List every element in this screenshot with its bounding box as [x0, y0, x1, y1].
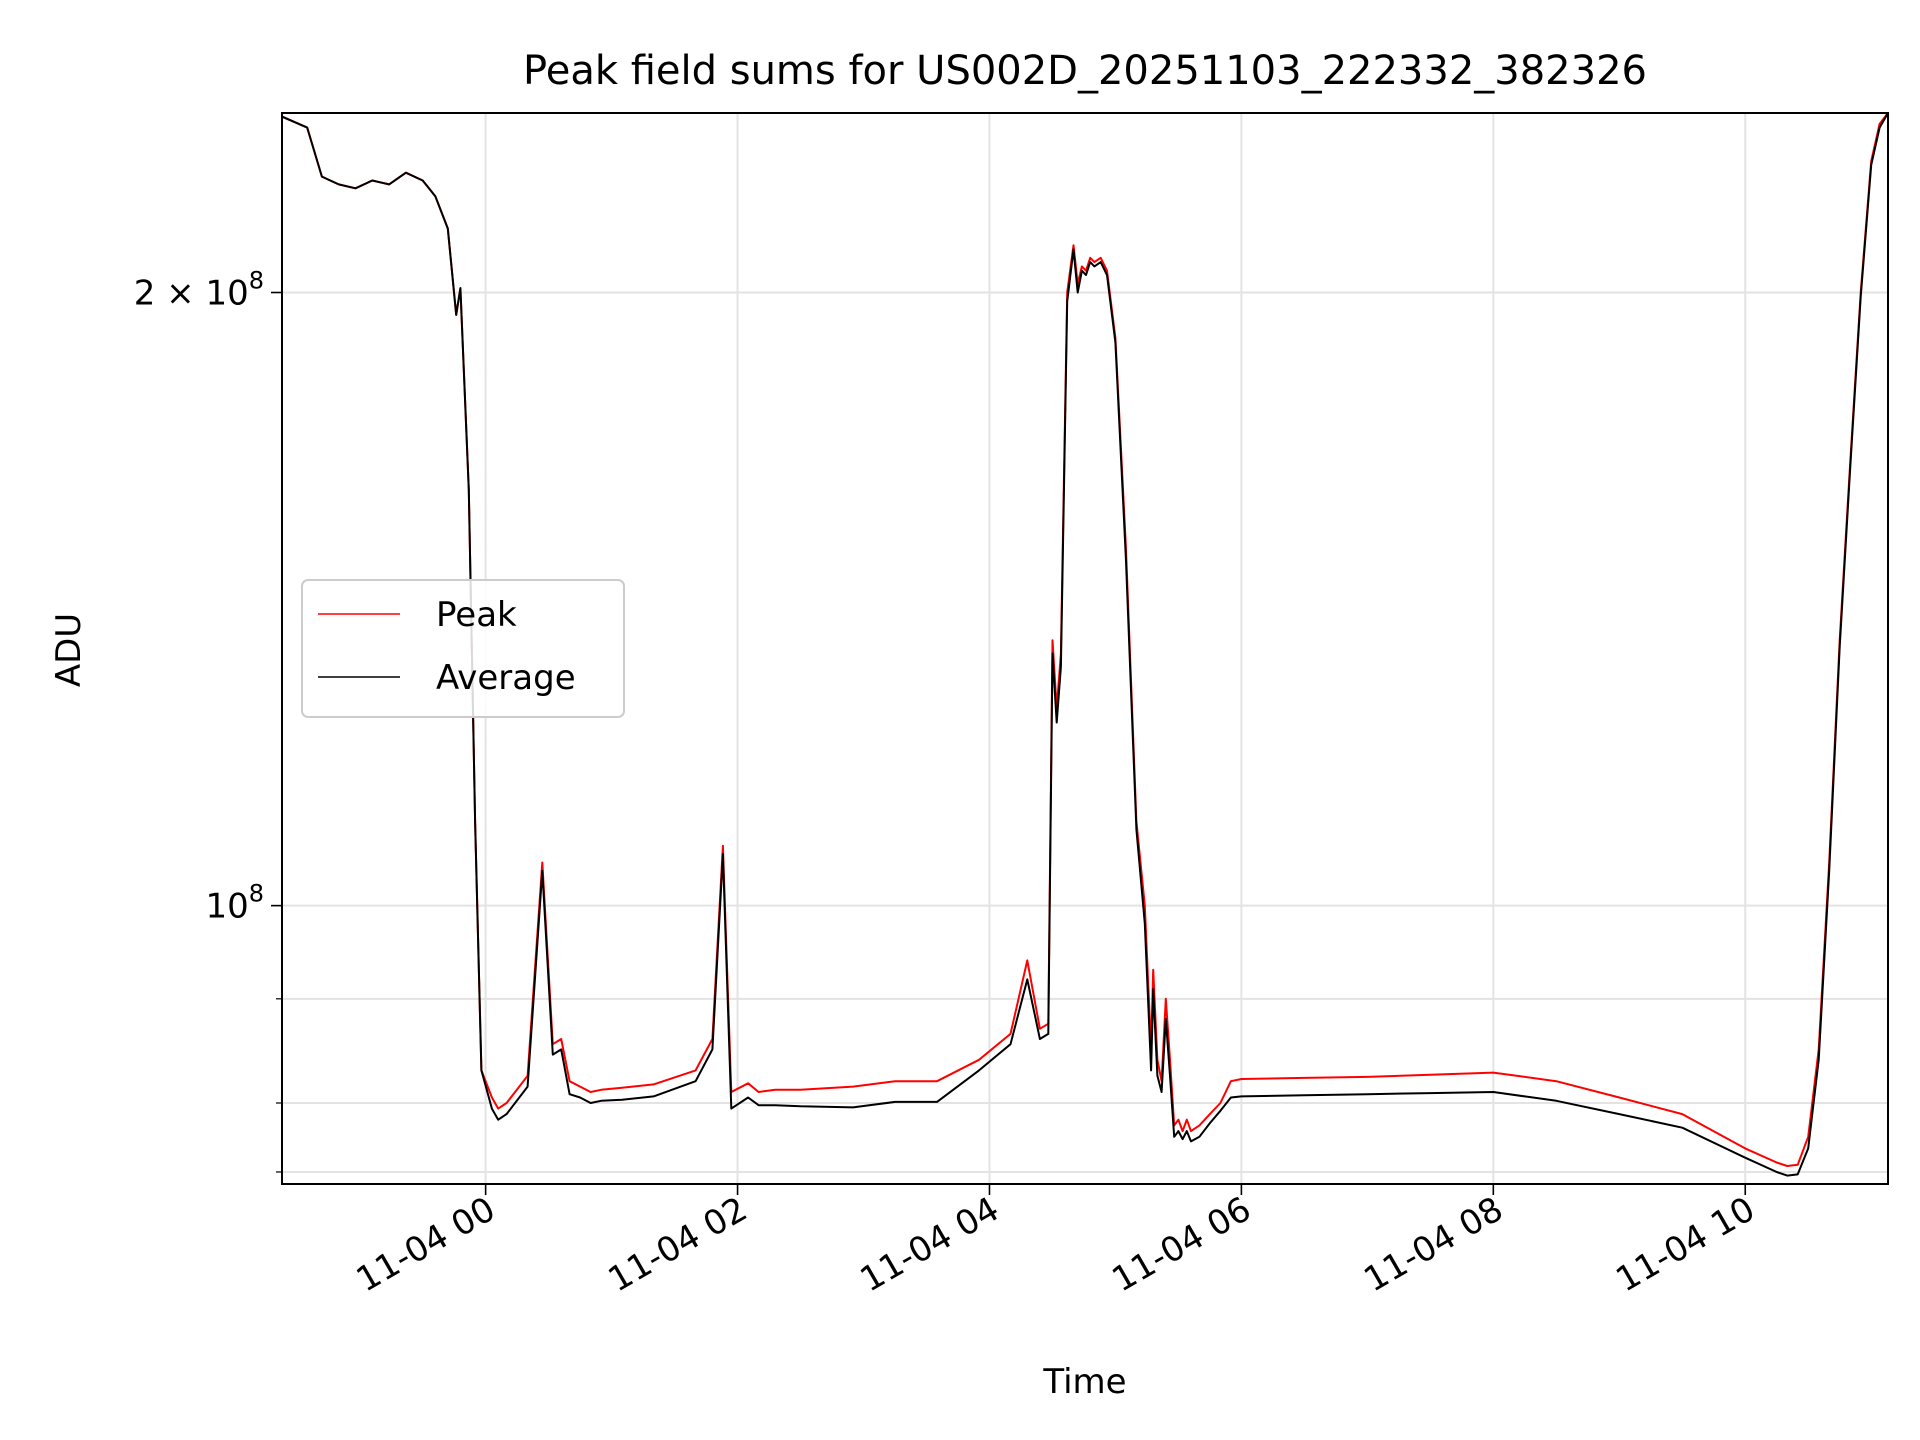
y-axis-label: ADU — [49, 613, 89, 687]
grid — [282, 113, 1888, 1184]
series-line-peak — [282, 113, 1888, 1167]
series-group — [282, 113, 1888, 1177]
legend-label-peak: Peak — [436, 595, 517, 635]
plot-frame — [281, 112, 1889, 1185]
series-line-average — [282, 113, 1888, 1177]
chart-title: Peak field sums for US002D_20251103_2223… — [523, 48, 1647, 94]
legend: Peak Average — [301, 579, 625, 718]
legend-label-average: Average — [436, 658, 576, 698]
y-tick-label: 2 × 108 — [134, 267, 264, 314]
x-axis-label: Time — [1042, 1362, 1126, 1402]
